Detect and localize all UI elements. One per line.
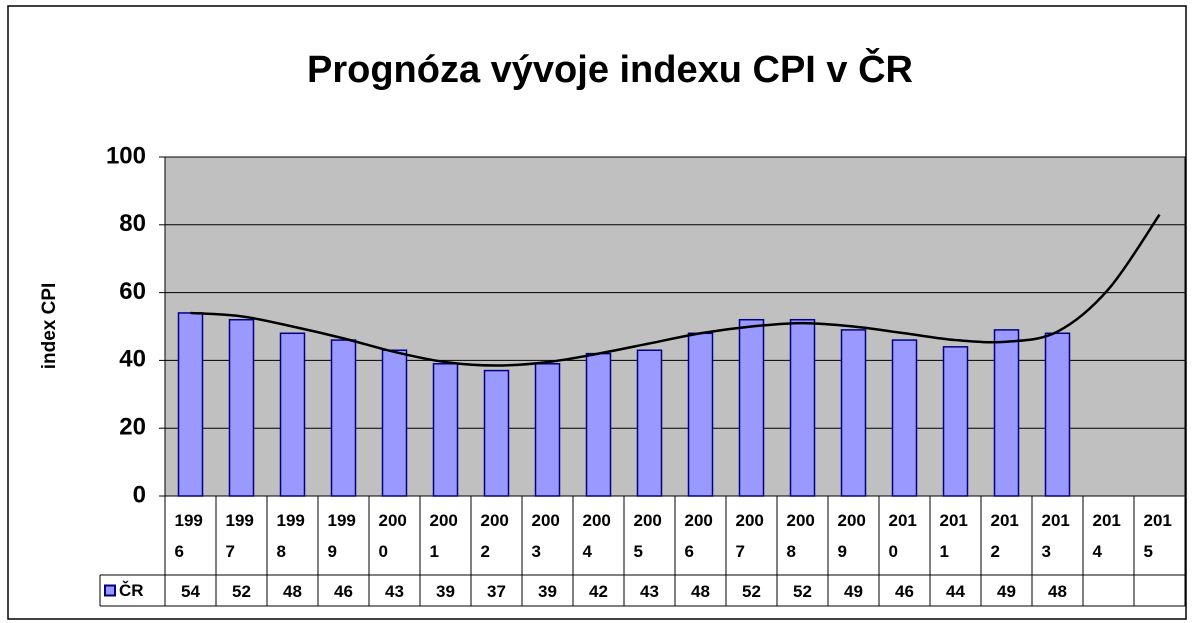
bar [738, 318, 765, 497]
x-tick-label: 2015 [1143, 511, 1172, 561]
x-tick-label: 2014 [1092, 511, 1121, 561]
trendline [190, 213, 1161, 367]
table-value: 39 [436, 582, 455, 601]
x-tick-label: 1997 [225, 511, 254, 561]
table-value: 48 [283, 582, 302, 601]
legend-label: ČR [119, 581, 144, 600]
table-value: 39 [538, 582, 557, 601]
x-tick-label: 2008 [786, 511, 815, 561]
bar [687, 332, 714, 497]
x-tick-label: 1998 [276, 511, 305, 561]
bar [432, 363, 459, 497]
bar [636, 349, 663, 497]
chart-title: Prognóza vývoje indexu CPI v ČR [307, 46, 913, 91]
table-value: 48 [1048, 582, 1067, 601]
bar [330, 339, 357, 497]
y-tick-label: 100 [106, 142, 146, 169]
table-value: 37 [487, 582, 506, 601]
table-value: 49 [997, 582, 1016, 601]
bar [483, 369, 510, 497]
x-tick-label: 2012 [990, 511, 1019, 561]
bar [381, 349, 408, 497]
y-tick-label: 80 [119, 210, 146, 237]
table-value: 43 [385, 582, 404, 601]
table-value: 52 [793, 582, 812, 601]
x-tick-label: 1999 [327, 511, 356, 561]
y-tick-label: 0 [133, 481, 146, 508]
bar [993, 329, 1020, 497]
table-value: 43 [640, 582, 659, 601]
x-tick-label: 2007 [735, 511, 764, 561]
table-value: 54 [181, 582, 200, 601]
table-value: 44 [946, 582, 965, 601]
table-value: 46 [334, 582, 353, 601]
y-tick-label: 60 [119, 278, 146, 305]
bar [789, 318, 816, 497]
x-tick-label: 2011 [939, 511, 968, 561]
table-value: 52 [232, 582, 251, 601]
x-tick-label: 2000 [378, 511, 407, 561]
bar [585, 352, 612, 497]
bar [891, 339, 918, 497]
table-value: 42 [589, 582, 608, 601]
legend-swatch [104, 584, 116, 597]
bar [840, 329, 867, 497]
x-tick-label: 2004 [582, 511, 611, 561]
table-value: 48 [691, 582, 710, 601]
bar [534, 363, 561, 497]
x-tick-label: 2001 [429, 511, 458, 561]
bar [942, 346, 969, 497]
table-value: 52 [742, 582, 761, 601]
y-tick-label: 40 [119, 346, 146, 373]
bar [177, 312, 204, 497]
x-tick-label: 2005 [633, 511, 662, 561]
x-tick-label: 2003 [531, 511, 560, 561]
y-axis-label: index CPI [39, 283, 60, 370]
x-tick-label: 2009 [837, 511, 866, 561]
x-tick-label: 2002 [480, 511, 509, 561]
table-value: 49 [844, 582, 863, 601]
x-tick-label: 2010 [888, 511, 917, 561]
bar [1044, 332, 1071, 497]
x-tick-label: 2013 [1041, 511, 1070, 561]
bar [228, 318, 255, 497]
x-tick-label: 1996 [174, 511, 203, 561]
x-tick-label: 2006 [684, 511, 713, 561]
y-tick-label: 20 [119, 414, 146, 441]
bar [279, 332, 306, 497]
plot-area [164, 156, 1186, 497]
table-value: 46 [895, 582, 914, 601]
